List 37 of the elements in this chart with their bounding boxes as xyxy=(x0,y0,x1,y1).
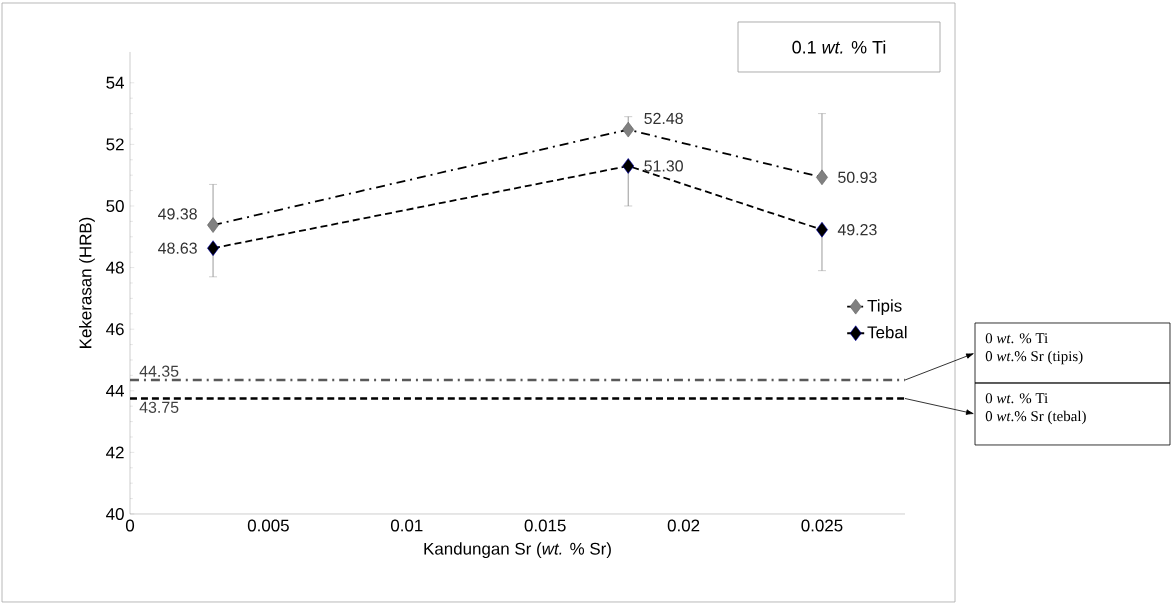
y-tick-label: 46 xyxy=(106,323,124,336)
point xyxy=(816,169,828,186)
data-label: 52.48 xyxy=(644,112,683,125)
point xyxy=(622,158,635,174)
point xyxy=(207,217,219,233)
data-label: 50.93 xyxy=(838,171,877,183)
legend-label: Tebal xyxy=(867,325,907,339)
x-tick-label: 0.025 xyxy=(801,519,843,532)
y-tick-label: 52 xyxy=(106,138,124,151)
y-tick-label: 44 xyxy=(106,384,124,397)
text: 0 wt. % Ti xyxy=(985,393,1048,404)
x-axis-title: Kandungan Sr (wt. % Sr) xyxy=(424,542,611,559)
data-label: 49.38 xyxy=(158,208,197,220)
ref-line-label: 44.35 xyxy=(139,365,179,377)
text: 0 wt. % Ti xyxy=(985,333,1048,344)
y-tick-label: 40 xyxy=(106,507,124,520)
y-tick-label: 42 xyxy=(106,446,124,459)
x-tick-label: 0.02 xyxy=(667,519,700,532)
x-tick-label: 0.01 xyxy=(390,519,423,532)
data-label: 49.23 xyxy=(837,224,877,236)
data-label: 51.30 xyxy=(644,160,683,172)
data-label: 48.63 xyxy=(158,242,197,254)
y-axis-title: Kekerasan (HRB) xyxy=(79,217,95,348)
x-tick-label: 0 xyxy=(125,519,135,532)
y-tick-label: 54 xyxy=(106,76,124,89)
ref-line-label: 43.75 xyxy=(139,401,179,413)
point xyxy=(622,121,635,138)
legend-label: Tipis xyxy=(867,299,902,316)
x-tick-label: 0.005 xyxy=(247,519,289,532)
point xyxy=(816,221,828,238)
point xyxy=(207,240,219,256)
y-tick-label: 50 xyxy=(106,199,124,212)
text: 0 wt.% Sr (tipis) xyxy=(985,350,1083,365)
annotation: 0.1 wt. % Ti xyxy=(792,40,886,54)
x-tick-label: 0.015 xyxy=(524,519,566,532)
y-tick-label: 48 xyxy=(106,261,124,274)
text: 0 wt.% Sr (tebal) xyxy=(985,410,1086,425)
